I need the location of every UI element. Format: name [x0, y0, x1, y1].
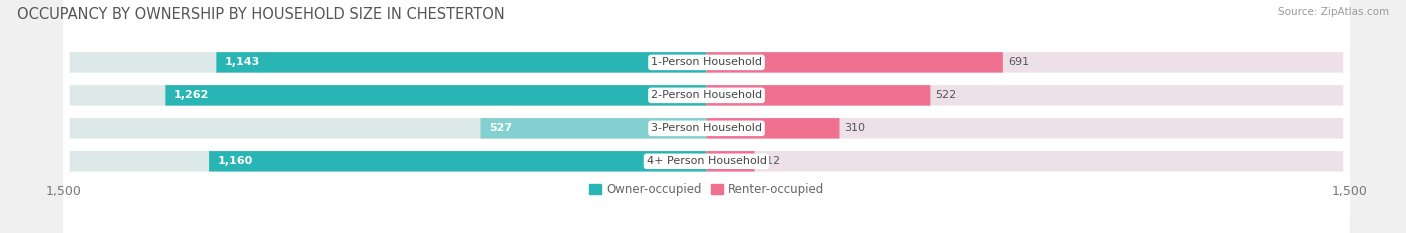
- Legend: Owner-occupied, Renter-occupied: Owner-occupied, Renter-occupied: [585, 178, 828, 201]
- Text: 1-Person Household: 1-Person Household: [651, 57, 762, 67]
- Text: 527: 527: [489, 123, 512, 133]
- FancyBboxPatch shape: [481, 118, 707, 139]
- FancyBboxPatch shape: [707, 151, 755, 171]
- FancyBboxPatch shape: [707, 118, 839, 139]
- FancyBboxPatch shape: [63, 0, 1350, 233]
- FancyBboxPatch shape: [63, 0, 1350, 233]
- Text: 112: 112: [759, 156, 780, 166]
- FancyBboxPatch shape: [707, 52, 1343, 73]
- FancyBboxPatch shape: [707, 151, 1343, 171]
- Text: 3-Person Household: 3-Person Household: [651, 123, 762, 133]
- Text: 1,262: 1,262: [174, 90, 209, 100]
- Text: 522: 522: [935, 90, 956, 100]
- Text: 1,143: 1,143: [225, 57, 260, 67]
- FancyBboxPatch shape: [70, 52, 707, 73]
- FancyBboxPatch shape: [707, 118, 1343, 139]
- FancyBboxPatch shape: [70, 118, 707, 139]
- Text: 4+ Person Household: 4+ Person Household: [647, 156, 766, 166]
- FancyBboxPatch shape: [70, 85, 707, 106]
- FancyBboxPatch shape: [707, 52, 1002, 73]
- Text: 310: 310: [845, 123, 866, 133]
- FancyBboxPatch shape: [63, 0, 1350, 233]
- FancyBboxPatch shape: [166, 85, 707, 106]
- Text: 2-Person Household: 2-Person Household: [651, 90, 762, 100]
- Text: Source: ZipAtlas.com: Source: ZipAtlas.com: [1278, 7, 1389, 17]
- Text: 1,160: 1,160: [218, 156, 253, 166]
- FancyBboxPatch shape: [209, 151, 707, 171]
- FancyBboxPatch shape: [63, 0, 1350, 233]
- FancyBboxPatch shape: [70, 151, 707, 171]
- FancyBboxPatch shape: [217, 52, 707, 73]
- Text: OCCUPANCY BY OWNERSHIP BY HOUSEHOLD SIZE IN CHESTERTON: OCCUPANCY BY OWNERSHIP BY HOUSEHOLD SIZE…: [17, 7, 505, 22]
- FancyBboxPatch shape: [707, 85, 1343, 106]
- FancyBboxPatch shape: [707, 85, 931, 106]
- Text: 691: 691: [1008, 57, 1029, 67]
